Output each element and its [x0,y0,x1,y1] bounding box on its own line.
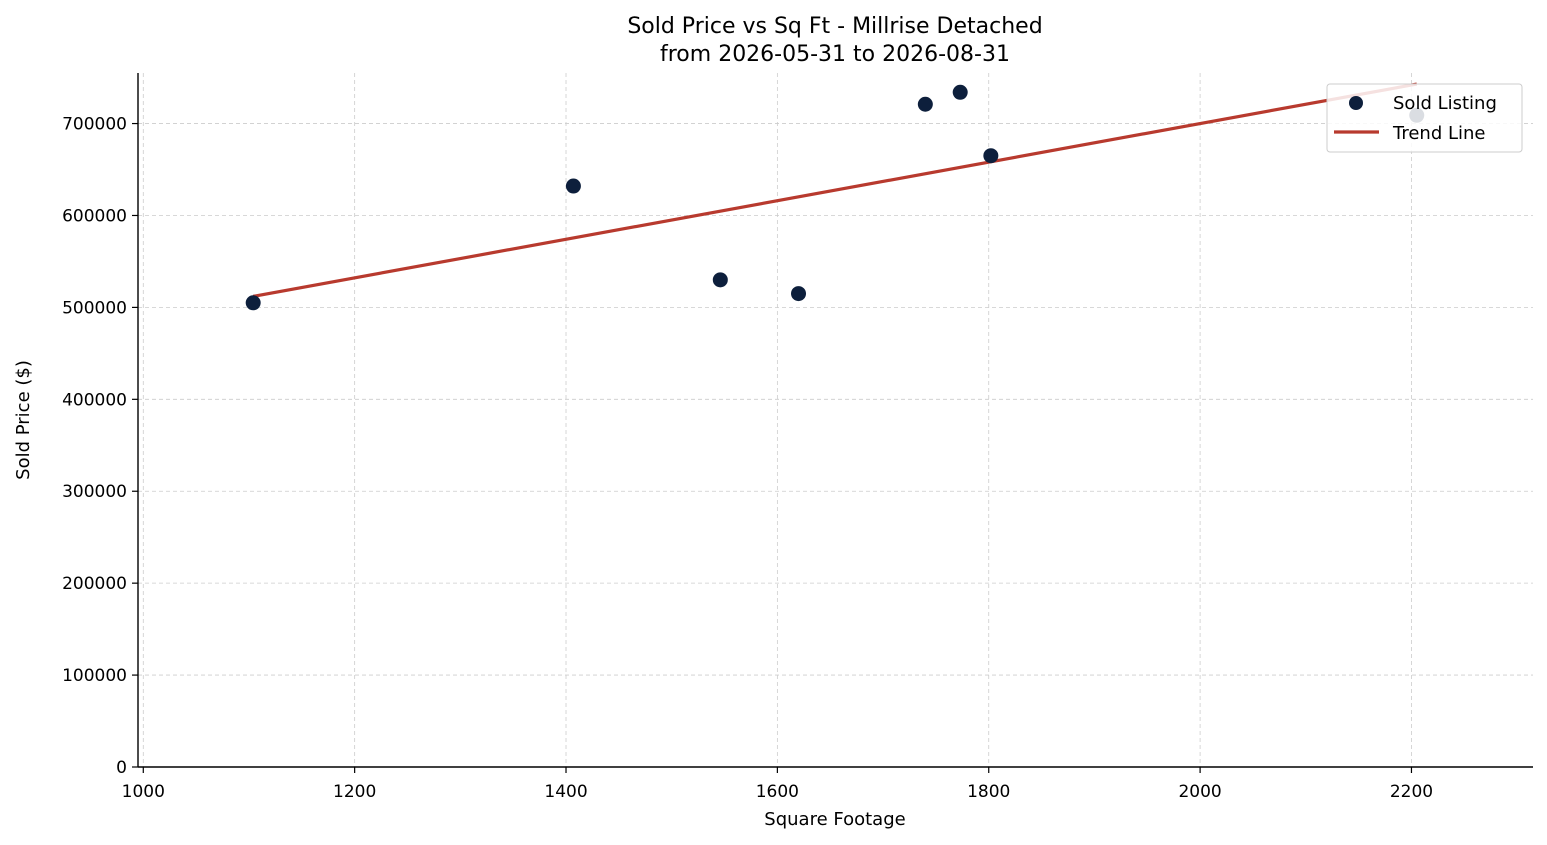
legend-label-trend-line: Trend Line [1392,123,1486,144]
y-tick-label: 500000 [62,298,127,318]
y-tick-label: 100000 [62,666,127,686]
x-tick-label: 1600 [756,782,799,802]
y-tick-label: 600000 [62,206,127,226]
axes-layer [137,73,1533,768]
legend-marker-sold-listing [1349,96,1363,110]
trend-line [252,82,1418,298]
legend-box [1326,83,1523,153]
data-point [983,148,999,164]
legend-label-sold-listing: Sold Listing [1393,93,1497,114]
grid-layer [138,73,1533,768]
y-tick-label: 700000 [62,115,127,135]
chart-subtitle: from 2026-05-31 to 2026-08-31 [660,42,1010,67]
y-tick-label: 0 [116,758,127,778]
x-tick-label: 1400 [544,782,587,802]
y-tick-label: 400000 [62,390,127,410]
y-tick-label: 300000 [62,482,127,502]
data-point [952,84,968,100]
trend-layer [252,82,1418,298]
x-tick-label: 2200 [1390,782,1433,802]
legend: Sold Listing Trend Line [1326,83,1523,153]
data-point [791,286,807,302]
ticks-layer: 1000 1200 1400 1600 1800 2000 2200 0 100000 20000… [62,115,1433,802]
x-tick-label: 1200 [333,782,376,802]
y-axis-label: Sold Price ($) [13,360,34,480]
data-point [917,96,933,112]
x-axis-label: Square Footage [764,809,905,830]
x-tick-label: 1800 [967,782,1010,802]
y-tick-label: 200000 [62,574,127,594]
x-tick-label: 2000 [1178,782,1221,802]
x-tick-label: 1000 [122,782,165,802]
data-point [245,295,261,311]
data-point [712,272,728,288]
chart-title: Sold Price vs Sq Ft - Millrise Detached [627,14,1042,39]
points-layer [245,84,1425,311]
data-point [565,178,581,194]
